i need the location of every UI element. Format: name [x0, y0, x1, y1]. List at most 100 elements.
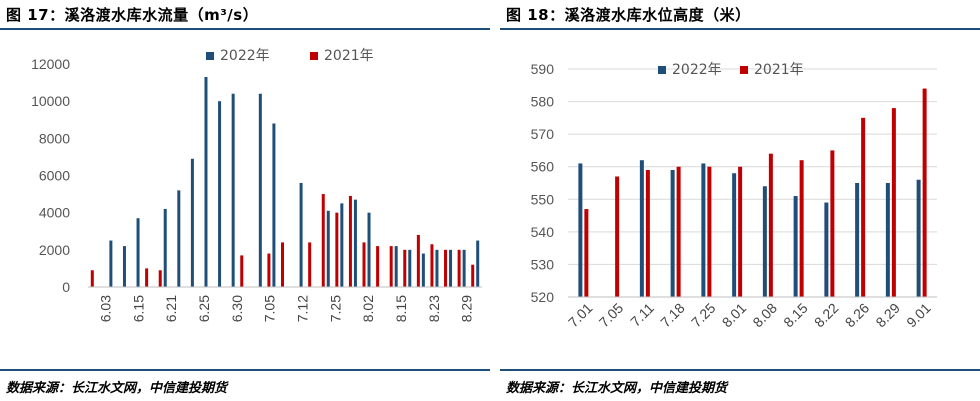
legend-swatch-2021	[740, 66, 748, 74]
legend-label-2022: 2022年	[672, 62, 722, 78]
bar-2021	[430, 244, 434, 287]
legend-item-2022: 2022年	[206, 45, 270, 65]
bar-2022	[353, 199, 357, 287]
y-tick-label: 570	[531, 126, 555, 142]
x-tick-label: 8.26	[842, 300, 873, 331]
bar-2021	[90, 270, 94, 287]
bar-2022	[639, 160, 644, 297]
bar-2022	[408, 249, 412, 287]
y-tick-label: 540	[531, 224, 555, 240]
level-chart-title: 图 18：溪洛渡水库水位高度（米）	[506, 6, 751, 24]
level-chart: 520 530 540 550 560 570 580 590 7.01 7.05 7.11 7.18…	[531, 61, 937, 331]
legend-label-2021: 2021年	[754, 62, 804, 78]
bar-2021	[376, 246, 380, 287]
bar-2022	[326, 210, 330, 287]
bar-2022	[109, 240, 113, 287]
bar-2021	[362, 242, 366, 287]
bar-2021	[768, 153, 773, 297]
x-tick-label: 8.22	[811, 300, 842, 331]
bar-2021	[240, 255, 244, 287]
bar-2021	[389, 246, 393, 287]
y-tick-label: 560	[531, 159, 555, 175]
x-tick-label: 8.15	[780, 300, 811, 331]
bottom-rule	[0, 369, 490, 371]
bar-2022	[462, 249, 466, 287]
bar-2021	[145, 268, 149, 287]
flow-chart-title: 图 17：溪洛渡水库水流量（m³/s）	[6, 6, 259, 24]
y-tick-label: 4000	[39, 205, 70, 221]
bar-2022	[340, 203, 344, 287]
bar-2022	[435, 249, 439, 287]
bar-2022	[299, 182, 303, 287]
top-rule	[0, 28, 490, 30]
bar-2021	[922, 88, 927, 297]
bar-2022	[578, 163, 583, 297]
bar-2022	[136, 218, 140, 287]
x-tick-label: 9.01	[903, 300, 934, 331]
bar-2022	[122, 246, 126, 287]
bar-2022	[421, 253, 425, 287]
bar-2021	[676, 166, 681, 297]
bar-2022	[218, 101, 222, 288]
x-tick-label: 7.18	[657, 300, 688, 331]
bar-2021	[444, 249, 448, 287]
y-tick-label: 580	[531, 94, 555, 110]
bar-2022	[916, 179, 921, 297]
bar-2022	[394, 246, 398, 287]
x-tick-label: 7.01	[565, 300, 596, 331]
x-tick-label: 8.29	[872, 300, 903, 331]
bar-2022	[476, 240, 480, 287]
bar-2021	[403, 249, 407, 287]
top-rule	[500, 28, 980, 30]
y-tick-label: 6000	[39, 168, 70, 184]
legend-item-2021: 2021年	[310, 45, 374, 65]
bar-2022	[367, 212, 371, 287]
bottom-rule	[500, 369, 980, 371]
bar-2022	[824, 202, 829, 297]
bar-2022	[885, 183, 890, 297]
bar-2021	[707, 166, 712, 297]
legend-swatch-2021	[310, 52, 318, 60]
bar-2021	[267, 253, 271, 287]
x-tick-label: 6.30	[229, 295, 245, 322]
bar-2022	[793, 196, 798, 297]
bar-2021	[615, 176, 620, 297]
bar-2022	[670, 169, 675, 297]
x-tick-label: 6.21	[163, 295, 179, 322]
level-chart-panel: 图 18：溪洛渡水库水位高度（米） 520 530 540 550 560 570 580 5…	[500, 0, 980, 401]
y-tick-label: 2000	[39, 242, 70, 258]
bar-2021	[348, 195, 352, 287]
x-tick-label: 7.05	[596, 300, 627, 331]
bar-2022	[732, 173, 737, 297]
x-tick-label: 8.02	[360, 295, 376, 322]
bar-2022	[258, 93, 262, 287]
legend-item-2022: 2022年	[658, 59, 722, 79]
x-tick-label: 7.12	[294, 295, 310, 322]
legend-label-2022: 2022年	[220, 48, 270, 64]
bar-2022	[190, 158, 194, 287]
bar-2021	[335, 212, 339, 287]
x-tick-label: 8.08	[749, 300, 780, 331]
y-tick-label: 550	[531, 191, 555, 207]
bar-2022	[204, 77, 208, 287]
bar-2022	[163, 208, 167, 287]
bar-2022	[177, 190, 181, 287]
y-tick-label: 520	[531, 289, 555, 305]
x-tick-label: 8.01	[719, 300, 750, 331]
bar-2022	[855, 183, 860, 297]
legend-label-2021: 2021年	[324, 48, 374, 64]
level-chart-source: 数据来源：长江水文网，中信建投期货	[506, 381, 728, 396]
bar-2021	[891, 108, 896, 297]
flow-chart-source: 数据来源：长江水文网，中信建投期货	[6, 381, 228, 396]
bar-2021	[457, 249, 461, 287]
bar-2021	[158, 270, 162, 287]
legend-swatch-2022	[658, 66, 666, 74]
bar-2022	[762, 186, 767, 297]
bar-2022	[272, 123, 276, 287]
bar-2021	[416, 234, 420, 287]
y-tick-label: 590	[531, 61, 555, 77]
x-tick-label: 7.25	[327, 295, 343, 322]
x-tick-label: 8.23	[426, 295, 442, 322]
legend-swatch-2022	[206, 52, 214, 60]
legend-item-2021: 2021年	[740, 59, 804, 79]
